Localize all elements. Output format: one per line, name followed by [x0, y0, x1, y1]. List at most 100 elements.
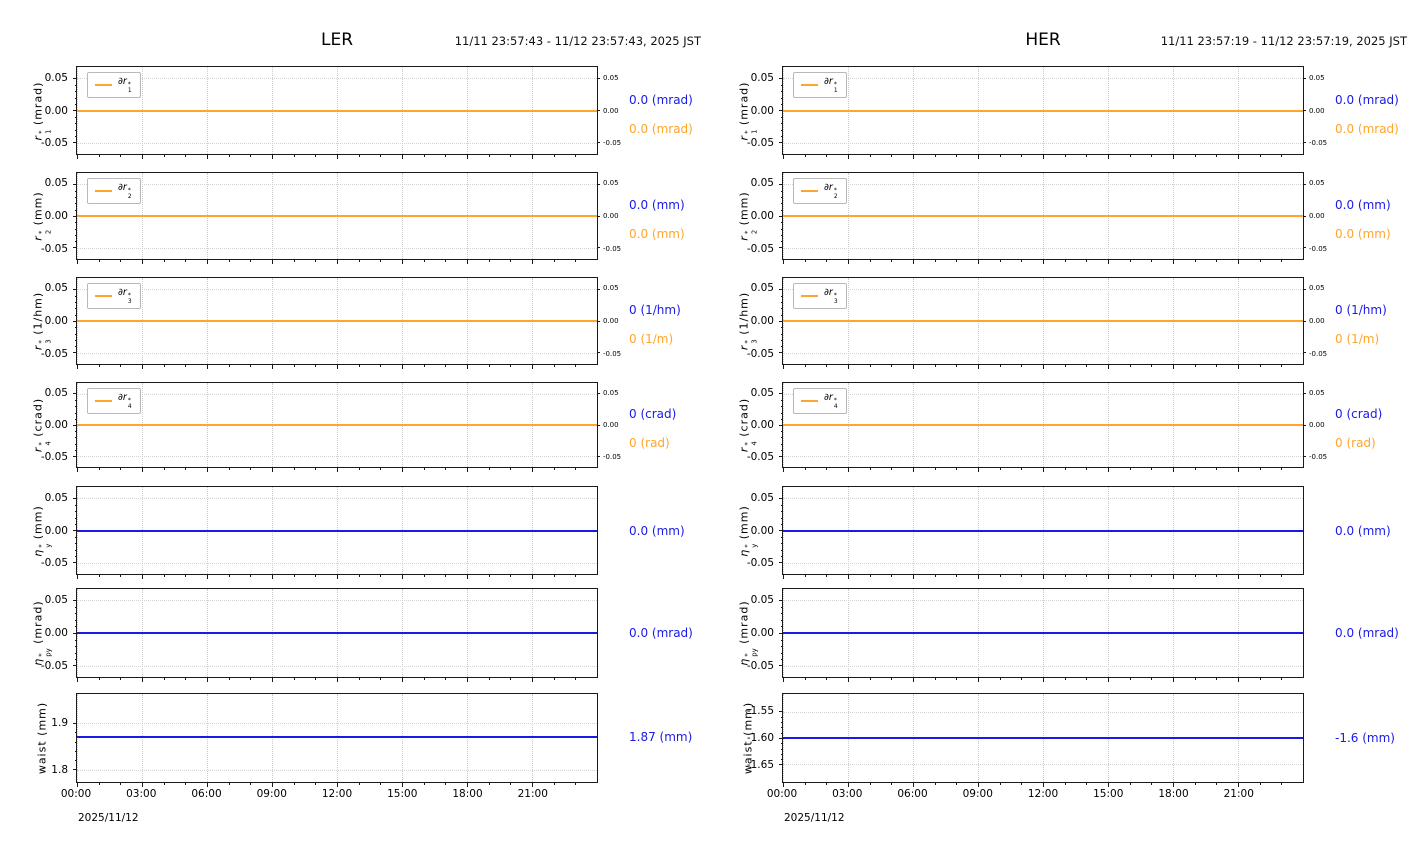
x-minor-tick [1021, 259, 1023, 262]
x-minor-tick [1129, 782, 1131, 785]
x-minor-tick [1064, 154, 1066, 157]
y-minor-tick [780, 418, 783, 420]
gridline-horizontal [783, 142, 1303, 144]
x-minor-tick [891, 467, 893, 470]
x-major-tick [77, 154, 78, 159]
x-major-tick [402, 782, 403, 787]
y-axis-label: r * 1 (mrad) [31, 81, 52, 140]
ylabel-subsup: * 1 [743, 129, 758, 133]
y-minor-tick [780, 346, 783, 348]
x-major-tick [913, 467, 914, 472]
ylabel-base: r [737, 446, 751, 453]
x-major-tick [1043, 574, 1044, 579]
x-minor-tick [826, 364, 828, 367]
y-right-tick [1303, 183, 1306, 185]
legend-sub: 1 [833, 88, 838, 95]
subplot-axes: ∂r * 3 [72, 277, 600, 369]
y-tick-label: -0.05 [40, 242, 68, 255]
y-tick-label: -0.05 [40, 557, 68, 570]
x-major-tick [1173, 782, 1174, 787]
ylabel-base: r [737, 235, 751, 241]
x-major-tick [783, 259, 784, 264]
legend-prefix: ∂ [824, 182, 829, 193]
value-annotation: 0.0 (mrad) [1335, 121, 1399, 136]
legend-base: r [828, 76, 833, 87]
x-major-tick [848, 782, 849, 787]
legend-line-swatch [95, 190, 112, 193]
y-major-tick [778, 247, 783, 249]
x-minor-tick [293, 677, 295, 680]
x-major-tick [467, 677, 468, 682]
x-minor-tick [1021, 467, 1023, 470]
ylabel-unit: (mm) [31, 191, 45, 230]
series-line [77, 320, 597, 322]
y-tick-label: -1.60 [746, 732, 774, 744]
ylabel-base: r [737, 134, 751, 140]
y-tick-label: -0.05 [746, 242, 774, 255]
value-annotation: 1.87 (mm) [629, 730, 693, 745]
x-minor-tick [163, 782, 165, 785]
series-line [783, 632, 1303, 634]
y-minor-tick [780, 517, 783, 519]
legend-line-swatch [95, 84, 112, 87]
x-minor-tick [1086, 259, 1088, 262]
y-minor-tick [74, 301, 77, 303]
subplot-axes [72, 486, 598, 579]
x-minor-tick [1064, 574, 1066, 577]
y-tick-label: 0.05 [44, 282, 68, 295]
x-major-tick [848, 574, 849, 579]
x-minor-tick [380, 364, 382, 367]
y-major-tick [778, 77, 783, 79]
x-minor-tick [1259, 467, 1261, 470]
y-tick-label: -0.05 [746, 660, 774, 673]
x-minor-tick [228, 259, 230, 262]
gridline-horizontal [77, 665, 597, 667]
subplot-axes: ∂r * 4 [778, 382, 1306, 472]
x-major-tick [1108, 259, 1109, 264]
value-annotation: 0 (1/hm) [629, 303, 681, 317]
ylabel-subsup: * 2 [743, 230, 758, 234]
legend-box: ∂r * 3 [87, 283, 141, 310]
x-minor-tick [358, 259, 360, 262]
x-major-tick [1043, 467, 1044, 472]
x-minor-tick [250, 574, 252, 577]
x-major-tick [272, 467, 273, 472]
y-minor-tick [780, 743, 783, 745]
x-major-tick [1173, 364, 1174, 369]
x-minor-tick [185, 677, 187, 680]
x-minor-tick [98, 364, 100, 367]
x-minor-tick [575, 677, 577, 680]
y-right-tick-label: 0.05 [603, 284, 619, 293]
y-major-tick [72, 288, 77, 290]
y-right-tick-label: 0.00 [603, 317, 619, 325]
y-minor-tick [74, 504, 77, 506]
y-right-tick [597, 110, 600, 111]
ylabel-subsup: * 3 [37, 339, 52, 343]
x-minor-tick [98, 467, 100, 470]
x-minor-tick [120, 154, 122, 157]
y-minor-tick [74, 136, 77, 138]
y-minor-tick [780, 443, 783, 445]
x-tick-label: 09:00 [962, 788, 993, 800]
y-minor-tick [74, 228, 77, 230]
y-tick-label: -1.65 [746, 759, 774, 771]
y-minor-tick [74, 333, 77, 335]
ylabel-subsup: * 2 [37, 230, 52, 234]
gridline-horizontal [77, 456, 597, 458]
x-major-tick [337, 574, 338, 579]
x-tick-label: 21:00 [1223, 788, 1254, 800]
y-major-tick [778, 424, 783, 426]
y-minor-tick [74, 659, 77, 661]
y-minor-tick [74, 104, 77, 106]
x-major-tick [402, 467, 403, 472]
y-minor-tick [780, 333, 783, 335]
y-tick-label: 0.05 [750, 177, 774, 190]
y-minor-tick [74, 308, 77, 310]
x-major-tick [532, 259, 533, 264]
gridline-horizontal [77, 393, 597, 395]
y-minor-tick [74, 431, 77, 433]
x-major-tick [1238, 259, 1239, 264]
y-tick-label: 0.05 [44, 491, 68, 504]
x-major-tick [77, 364, 78, 369]
